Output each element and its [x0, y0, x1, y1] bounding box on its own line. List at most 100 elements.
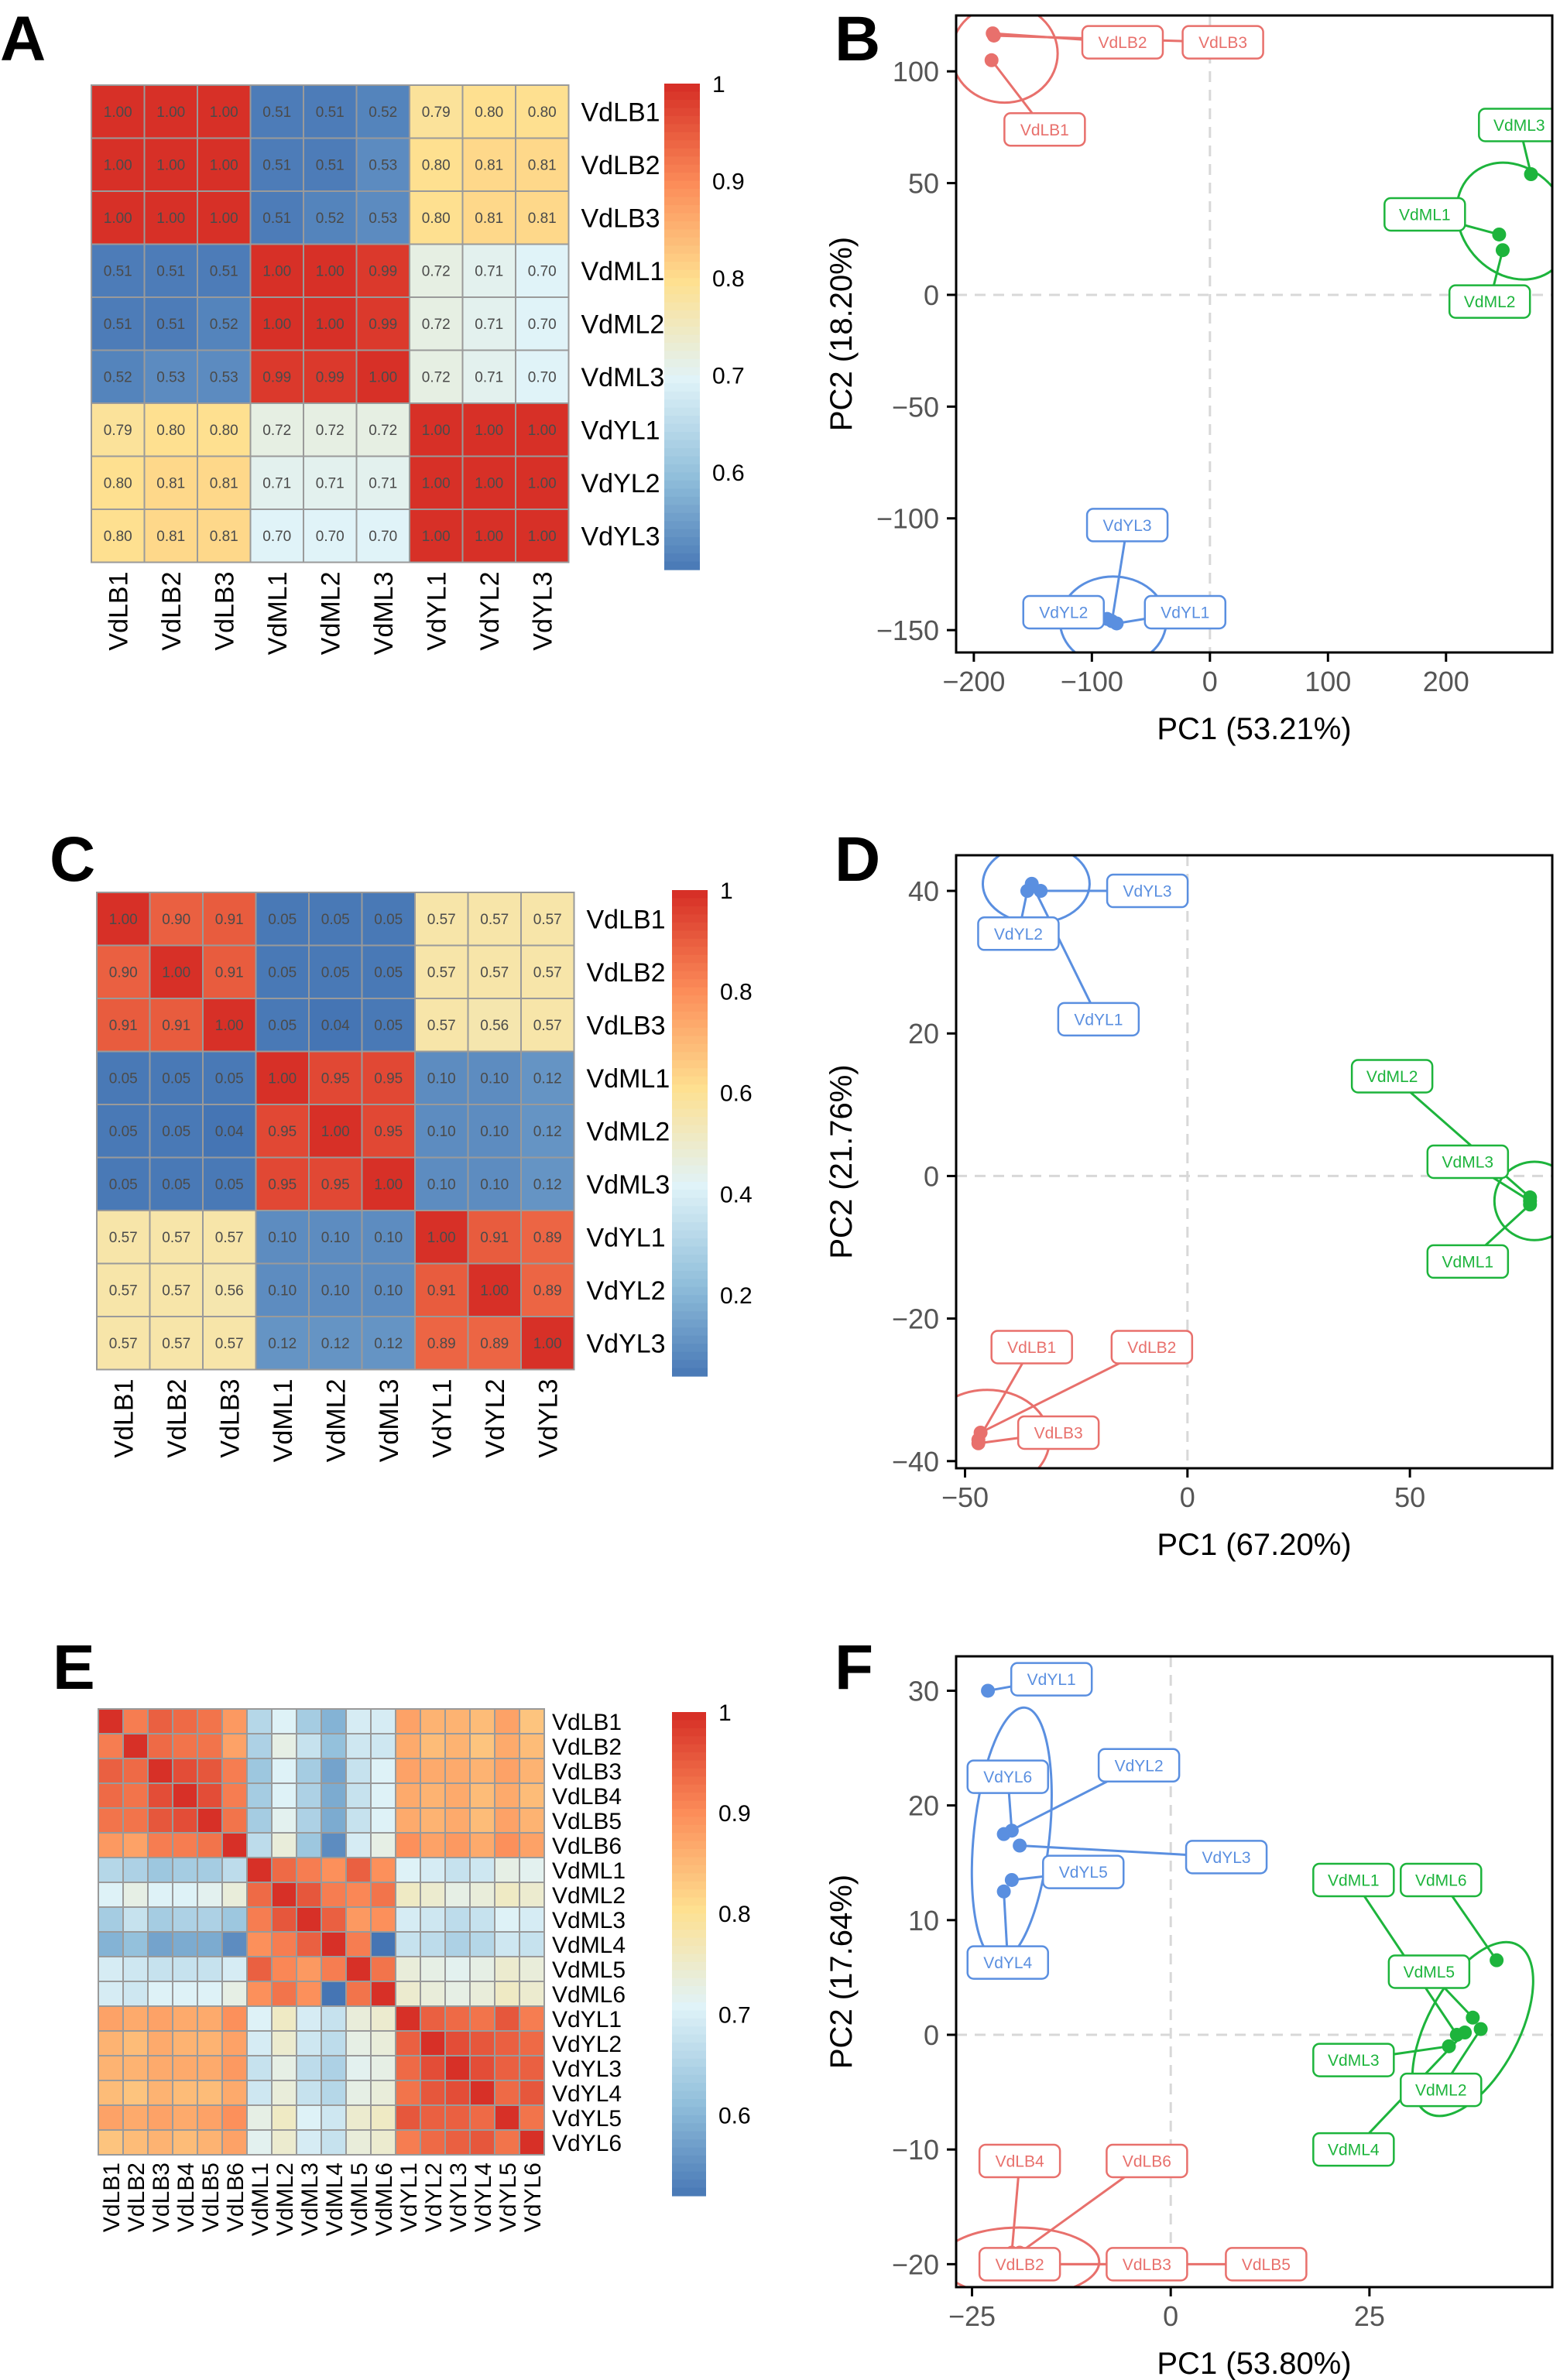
- heatmap-cell: [246, 2104, 273, 2131]
- x-tick-label: 0: [1202, 666, 1218, 697]
- cell-value-label: 0.53: [210, 370, 238, 386]
- heatmap-cell: [519, 2005, 545, 2032]
- colorbar-segment: [664, 318, 700, 327]
- y-tick-label: 0: [924, 2019, 939, 2051]
- column-label: VdML2: [321, 1379, 351, 1463]
- heatmap-cell: [271, 1832, 297, 1858]
- cell-value-label: 0.99: [369, 317, 397, 333]
- heatmap-cell: [172, 1956, 198, 1982]
- point-label-box: [1185, 1840, 1268, 1875]
- heatmap-cell: [444, 2005, 471, 2032]
- cell-value-label: 0.57: [109, 1283, 138, 1300]
- heatmap-cell: [420, 1807, 446, 1834]
- y-axis-title: PC2 (21.76%): [825, 1064, 859, 1258]
- heatmap-cell: [149, 998, 204, 1053]
- x-tick-label: 50: [1394, 1481, 1425, 1513]
- point-label-text: VdYL1: [1161, 604, 1209, 622]
- heatmap-cell: [345, 1882, 372, 1908]
- heatmap-cell: [221, 2104, 248, 2131]
- cell-value-label: 1.00: [156, 211, 185, 227]
- colorbar-segment: [672, 2074, 706, 2084]
- colorbar-segment: [664, 537, 700, 546]
- heatmap-cell: [249, 243, 304, 298]
- heatmap-cell: [519, 1758, 545, 1784]
- column-label: VdLB1: [104, 572, 133, 651]
- heatmap-cell: [122, 1931, 149, 1957]
- colorbar-segment: [672, 963, 708, 972]
- heatmap-cell: [147, 1906, 173, 1933]
- colorbar-segment: [664, 351, 700, 360]
- colorbar-segment: [664, 440, 700, 449]
- row-label: VdML6: [552, 1982, 626, 2008]
- cell-value-label: 0.57: [427, 965, 456, 981]
- colorbar-segment: [664, 327, 700, 336]
- column-label: VdML6: [372, 2163, 397, 2236]
- heatmap-cell: [519, 2129, 545, 2156]
- heatmap-cell: [296, 1981, 322, 2007]
- row-label: VdYL1: [581, 416, 660, 445]
- heatmap-cell: [246, 2005, 273, 2032]
- column-label: VdYL2: [481, 1379, 510, 1458]
- cell-value-label: 1.00: [210, 211, 238, 227]
- heatmap-cell: [96, 1210, 151, 1265]
- colorbar-segment: [672, 1776, 706, 1786]
- heatmap-cell: [444, 1708, 471, 1734]
- data-point: [1523, 1193, 1538, 1208]
- heatmap-cell: [221, 1782, 248, 1809]
- heatmap-cell: [370, 1857, 396, 1883]
- point-label-box: [1106, 2143, 1188, 2179]
- heatmap-cell: [519, 1708, 545, 1734]
- heatmap-cell: [98, 1733, 124, 1759]
- heatmap-cell: [494, 2030, 520, 2056]
- heatmap-cell: [197, 1882, 223, 1908]
- column-label: VdML2: [316, 572, 345, 656]
- colorbar-segment: [664, 221, 700, 230]
- heatmap-cell: [172, 2080, 198, 2106]
- colorbar-segment: [672, 938, 708, 947]
- heatmap-cell: [308, 1104, 363, 1159]
- colorbar-segment: [664, 561, 700, 570]
- heatmap-cell: [296, 2129, 322, 2156]
- heatmap-cell: [355, 349, 410, 404]
- heatmap-cell: [122, 1782, 149, 1809]
- row-label: VdYL1: [552, 2007, 622, 2032]
- heatmap-cell: [469, 2080, 495, 2106]
- heatmap-cell: [296, 2030, 322, 2056]
- heatmap-cell: [469, 1931, 495, 1957]
- cell-value-label: 0.95: [374, 1071, 403, 1087]
- colorbar-segment: [664, 334, 700, 344]
- colorbar-segment: [664, 269, 700, 279]
- point-label-text: VdLB2: [1127, 1339, 1176, 1357]
- point-label-text: VdYL1: [1027, 1671, 1076, 1689]
- heatmap-cell: [296, 1857, 322, 1883]
- heatmap-cell: [395, 2030, 421, 2056]
- colorbar-segment: [672, 890, 708, 899]
- heatmap-cell: [172, 1981, 198, 2007]
- heatmap-cell: [469, 1758, 495, 1784]
- colorbar-segment: [672, 1824, 706, 1834]
- cell-value-label: 0.05: [162, 1177, 190, 1193]
- heatmap-cell: [296, 1807, 322, 1834]
- row-label: VdYL3: [552, 2056, 622, 2082]
- heatmap-cell: [221, 1882, 248, 1908]
- heatmap-cell: [172, 2005, 198, 2032]
- point-label-box: [1426, 1244, 1510, 1279]
- colorbar-segment: [664, 488, 700, 498]
- heatmap-cell: [98, 2104, 124, 2131]
- colorbar-segment: [664, 173, 700, 182]
- point-label-box: [1400, 1862, 1483, 1898]
- plot-frame: [955, 854, 1554, 1470]
- heatmap-cell: [122, 2129, 149, 2156]
- cell-value-label: 1.00: [156, 104, 185, 121]
- cell-value-label: 0.51: [316, 158, 345, 174]
- colorbar-segment: [672, 2163, 706, 2173]
- heatmap-c: 1.00 0.90 0.91 0.05 0.05 0.05 0.57 0.57 0.57 0.90…: [96, 878, 753, 1463]
- heatmap-cell: [494, 2080, 520, 2106]
- colorbar-segment: [672, 1230, 708, 1239]
- point-label-text: VdML4: [1328, 2142, 1380, 2159]
- heatmap-cell: [494, 1857, 520, 1883]
- heatmap-cell: [469, 1956, 495, 1982]
- heatmap-cell: [147, 1708, 173, 1734]
- colorbar-segment: [672, 1881, 706, 1890]
- heatmap-cell: [494, 1906, 520, 1933]
